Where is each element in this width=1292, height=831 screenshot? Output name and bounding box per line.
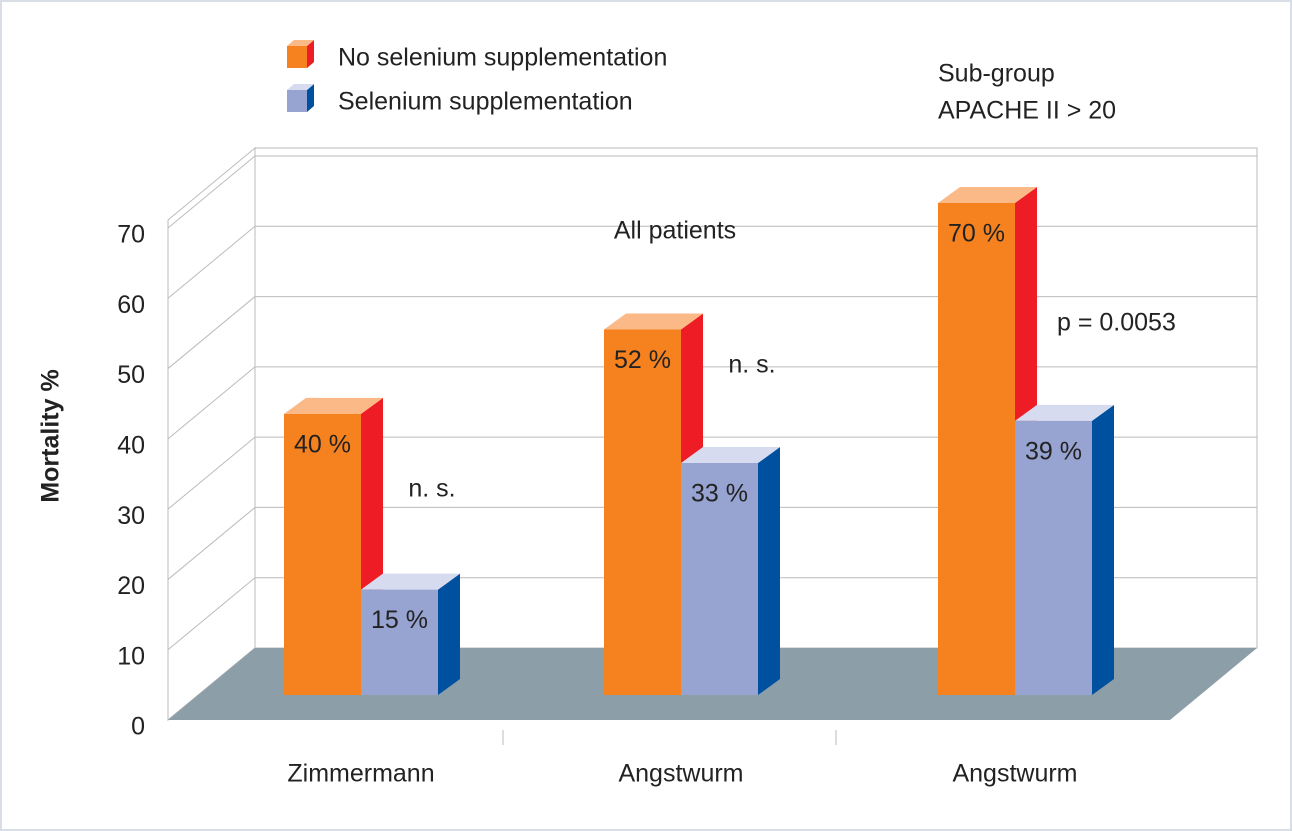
grid-line [167, 366, 256, 440]
bar-face [361, 589, 438, 695]
y-tick-label: 60 [117, 291, 145, 319]
legend-swatch-top [287, 40, 314, 46]
legend-label: Selenium supplementation [338, 88, 633, 116]
bar-face [758, 447, 780, 695]
grid-line [167, 577, 256, 651]
bar-face [938, 203, 1015, 695]
y-axis-label: Mortality % [37, 369, 65, 502]
value-label: 33 % [691, 480, 748, 508]
bar-face [284, 413, 361, 695]
grid-line [167, 225, 256, 299]
x-tick-label: Zimmermann [287, 760, 434, 788]
bar-face [938, 187, 1037, 203]
grid-line [167, 155, 256, 229]
bar-face [681, 463, 758, 695]
x-tick-label: Angstwurm [618, 760, 743, 788]
y-tick-label: 70 [117, 221, 145, 249]
bar-face [1015, 420, 1092, 695]
legend-label: No selenium supplementation [338, 44, 667, 72]
legend-swatch-side [307, 40, 314, 68]
annotation: Sub-group [938, 60, 1055, 88]
bar-face [681, 447, 780, 464]
annotation: p = 0.0053 [1057, 309, 1176, 337]
bar-face [284, 397, 383, 414]
side-wall [167, 146, 256, 722]
x-tick-label: Angstwurm [952, 760, 1077, 788]
value-label: 15 % [371, 606, 428, 634]
y-tick-label: 10 [117, 642, 145, 670]
annotation: n. s. [408, 475, 455, 503]
bar-face [438, 573, 460, 695]
value-label: 52 % [614, 346, 671, 374]
value-label: 39 % [1025, 437, 1082, 465]
bar-face [604, 313, 703, 330]
bar-face [604, 329, 681, 695]
y-tick-label: 40 [117, 431, 145, 459]
bar [284, 397, 383, 695]
legend-swatch [287, 46, 307, 68]
bar [681, 447, 780, 695]
y-tick-label: 30 [117, 502, 145, 530]
legend-swatch [287, 90, 307, 112]
legend-swatch-side [307, 84, 314, 112]
annotation: APACHE II > 20 [938, 97, 1116, 125]
bar [1015, 404, 1114, 695]
grid-line [167, 507, 256, 580]
annotation: n. s. [728, 351, 775, 379]
annotation: All patients [614, 217, 736, 245]
bar-face [1092, 404, 1114, 695]
y-tick-label: 0 [131, 713, 145, 741]
grid-line [167, 436, 256, 510]
y-tick-label: 50 [117, 361, 145, 389]
bar-face [361, 573, 460, 590]
bar-face [1015, 404, 1114, 421]
value-label: 70 % [948, 220, 1005, 248]
value-label: 40 % [294, 430, 351, 458]
grid-line [167, 296, 256, 369]
y-tick-label: 20 [117, 572, 145, 600]
bar [361, 573, 460, 695]
legend-swatch-top [287, 84, 314, 90]
